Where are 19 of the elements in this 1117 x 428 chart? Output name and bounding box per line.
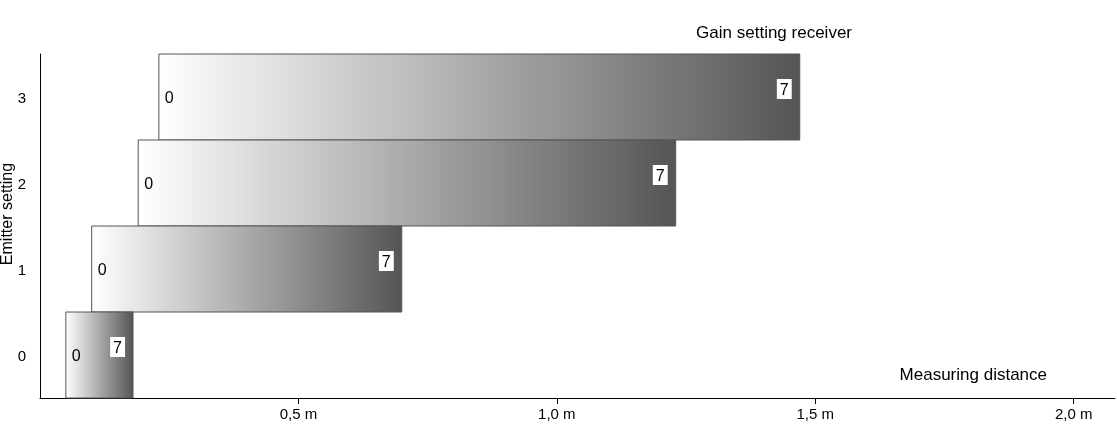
annotation: 7 bbox=[779, 80, 789, 98]
annotation: 0 bbox=[144, 174, 154, 192]
x-tick-label: 2,0 m bbox=[1054, 405, 1093, 422]
y-tick-label: 3 bbox=[17, 88, 26, 106]
annotation: 7 bbox=[113, 338, 123, 356]
annotation: 7 bbox=[655, 166, 665, 184]
y-tick-label: 1 bbox=[17, 260, 26, 278]
annotation: 0 bbox=[71, 346, 81, 364]
y-axis-title: Emitter setting bbox=[0, 162, 15, 266]
x-tick-label: 1,0 m bbox=[538, 405, 576, 422]
annotation: 0 bbox=[164, 88, 174, 106]
annotation: 7 bbox=[381, 252, 391, 270]
x-tick-label: 0,5 m bbox=[279, 405, 318, 422]
text: Gain setting receiver bbox=[696, 23, 853, 42]
x-axis-title: Measuring distance bbox=[899, 365, 1048, 384]
annotation: 0 bbox=[97, 260, 107, 278]
x-tick-label: 1,5 m bbox=[796, 405, 834, 422]
y-tick-label: 2 bbox=[17, 174, 26, 192]
y-tick-label: 0 bbox=[17, 346, 26, 364]
